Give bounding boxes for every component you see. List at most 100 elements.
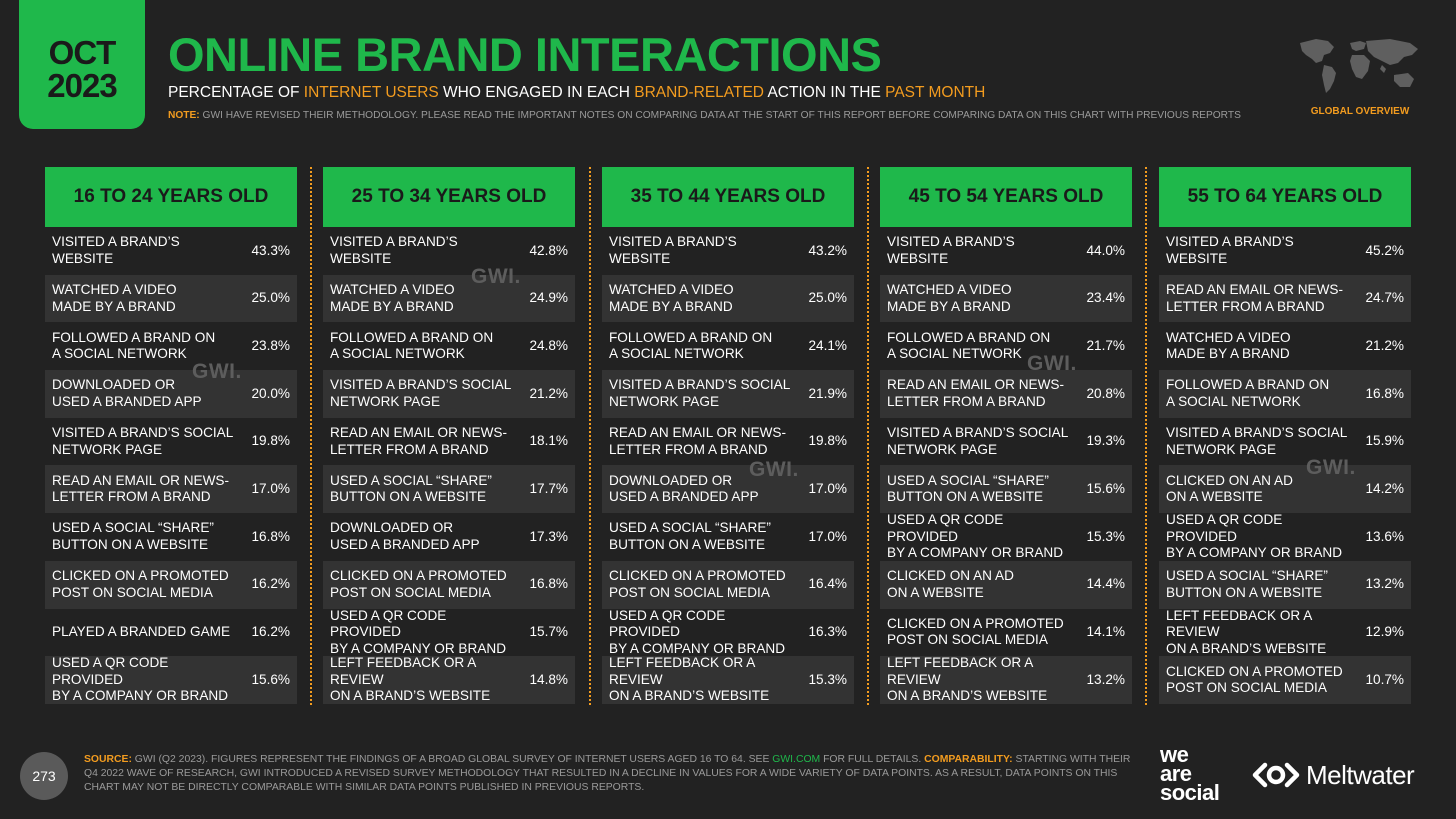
- table-row: DOWNLOADED OR USED A BRANDED APP 17.3%: [323, 513, 575, 561]
- action-label: VISITED A BRAND’S WEBSITE: [887, 234, 1015, 266]
- percentage-value: 21.2%: [529, 385, 568, 401]
- action-label: VISITED A BRAND’S SOCIAL NETWORK PAGE: [52, 425, 234, 457]
- percentage-value: 43.3%: [251, 242, 290, 258]
- action-label: VISITED A BRAND’S WEBSITE: [330, 234, 458, 266]
- action-label: CLICKED ON A PROMOTED POST ON SOCIAL MED…: [887, 615, 1064, 648]
- comparability-text: STARTING WITH THEIR Q4 2022 WAVE OF RESE…: [84, 754, 1131, 793]
- age-group-column: 35 TO 44 YEARS OLD VISITED A BRAND’S WEBS…: [602, 167, 854, 704]
- percentage-value: 24.1%: [808, 337, 847, 353]
- source-link[interactable]: GWI.COM: [772, 754, 821, 765]
- percentage-value: 14.8%: [529, 671, 568, 687]
- action-label: WATCHED A VIDEO MADE BY A BRAND: [52, 282, 177, 314]
- table-row: READ AN EMAIL OR NEWS- LETTER FROM A BRA…: [1159, 274, 1411, 323]
- action-label: USED A QR CODE PROVIDED BY A COMPANY OR …: [1166, 512, 1343, 561]
- table-row: VISITED A BRAND’S WEBSITE 43.3%: [45, 227, 297, 275]
- column-divider: [1145, 167, 1147, 705]
- methodology-note: NOTE: GWI HAVE REVISED THEIR METHODOLOGY…: [168, 110, 1241, 121]
- date-year: 2023: [47, 66, 117, 104]
- table-row: WATCHED A VIDEO MADE BY A BRAND 23.4%: [880, 274, 1132, 323]
- action-label: FOLLOWED A BRAND ON A SOCIAL NETWORK: [887, 329, 1051, 362]
- table-row: WATCHED A VIDEO MADE BY A BRAND 25.0%: [45, 274, 297, 323]
- table-row: USED A QR CODE PROVIDED BY A COMPANY OR …: [323, 607, 575, 657]
- subtitle-highlight: PAST MONTH: [885, 84, 986, 101]
- percentage-value: 10.7%: [1365, 671, 1404, 687]
- subtitle-part: PERCENTAGE OF: [168, 84, 304, 101]
- action-label: USED A QR CODE PROVIDED BY A COMPANY OR …: [52, 655, 229, 704]
- table-row: VISITED A BRAND’S WEBSITE 42.8%: [323, 227, 575, 275]
- we-are-social-logo: we are social: [1160, 744, 1220, 804]
- percentage-value: 16.2%: [251, 576, 290, 592]
- percentage-value: 13.2%: [1365, 576, 1404, 592]
- action-label: VISITED A BRAND’S WEBSITE: [1166, 234, 1294, 266]
- source-note: SOURCE: GWI (Q2 2023). FIGURES REPRESENT…: [84, 753, 1134, 795]
- action-label: FOLLOWED A BRAND ON A SOCIAL NETWORK: [330, 329, 494, 362]
- table-row: PLAYED A BRANDED GAME 16.2%: [45, 609, 297, 657]
- table-row: USED A SOCIAL “SHARE” BUTTON ON A WEBSIT…: [880, 465, 1132, 514]
- action-label: READ AN EMAIL OR NEWS- LETTER FROM A BRA…: [887, 377, 1064, 409]
- percentage-value: 21.2%: [1365, 337, 1404, 353]
- table-row: WATCHED A VIDEO MADE BY A BRAND 24.9%: [323, 274, 575, 323]
- action-label: CLICKED ON AN AD ON A WEBSITE: [1166, 472, 1293, 505]
- action-label: CLICKED ON A PROMOTED POST ON SOCIAL MED…: [330, 568, 507, 600]
- table-row: FOLLOWED A BRAND ON A SOCIAL NETWORK 24.8…: [323, 322, 575, 370]
- column-header: 16 TO 24 YEARS OLD: [45, 167, 297, 227]
- table-row: LEFT FEEDBACK OR A REVIEW ON A BRAND’S W…: [1159, 608, 1411, 657]
- percentage-value: 17.0%: [808, 481, 847, 497]
- percentage-value: 16.8%: [1365, 385, 1404, 401]
- note-text: GWI HAVE REVISED THEIR METHODOLOGY. PLEA…: [199, 110, 1241, 121]
- percentage-value: 16.8%: [529, 576, 568, 592]
- action-label: READ AN EMAIL OR NEWS- LETTER FROM A BRA…: [1166, 282, 1343, 314]
- percentage-value: 13.6%: [1365, 528, 1404, 544]
- percentage-value: 20.0%: [251, 385, 290, 401]
- action-label: USED A QR CODE PROVIDED BY A COMPANY OR …: [609, 607, 786, 656]
- action-label: FOLLOWED A BRAND ON A SOCIAL NETWORK: [609, 329, 773, 362]
- action-label: USED A QR CODE PROVIDED BY A COMPANY OR …: [330, 607, 507, 656]
- source-text: GWI (Q2 2023). FIGURES REPRESENT THE FIN…: [131, 754, 773, 765]
- table-row: FOLLOWED A BRAND ON A SOCIAL NETWORK 21.7…: [880, 322, 1132, 370]
- action-label: WATCHED A VIDEO MADE BY A BRAND: [609, 282, 734, 314]
- meltwater-mark-icon: [1252, 762, 1300, 788]
- action-label: USED A SOCIAL “SHARE” BUTTON ON A WEBSIT…: [887, 472, 1049, 505]
- action-label: READ AN EMAIL OR NEWS- LETTER FROM A BRA…: [330, 425, 507, 457]
- table-row: VISITED A BRAND’S SOCIAL NETWORK PAGE 19.…: [880, 418, 1132, 466]
- action-label: WATCHED A VIDEO MADE BY A BRAND: [1166, 329, 1291, 362]
- action-label: CLICKED ON A PROMOTED POST ON SOCIAL MED…: [609, 568, 786, 600]
- subtitle-highlight: BRAND-RELATED: [634, 84, 764, 101]
- table-row: LEFT FEEDBACK OR A REVIEW ON A BRAND’S W…: [880, 655, 1132, 704]
- action-label: DOWNLOADED OR USED A BRANDED APP: [330, 520, 480, 552]
- percentage-value: 17.7%: [529, 481, 568, 497]
- table-row: VISITED A BRAND’S SOCIAL NETWORK PAGE 21.…: [323, 370, 575, 418]
- table-row: CLICKED ON AN AD ON A WEBSITE 14.4%: [880, 560, 1132, 609]
- table-row: DOWNLOADED OR USED A BRANDED APP 20.0%: [45, 370, 297, 418]
- age-group-column: 25 TO 34 YEARS OLD VISITED A BRAND’S WEBS…: [323, 167, 575, 704]
- percentage-value: 17.0%: [251, 481, 290, 497]
- action-label: VISITED A BRAND’S WEBSITE: [52, 234, 180, 266]
- table-row: VISITED A BRAND’S WEBSITE 43.2%: [602, 227, 854, 275]
- percentage-value: 14.2%: [1365, 481, 1404, 497]
- percentage-value: 15.3%: [808, 671, 847, 687]
- table-row: LEFT FEEDBACK OR A REVIEW ON A BRAND’S W…: [323, 655, 575, 704]
- action-label: VISITED A BRAND’S SOCIAL NETWORK PAGE: [330, 377, 512, 409]
- table-row: VISITED A BRAND’S WEBSITE 45.2%: [1159, 227, 1411, 275]
- table-row: VISITED A BRAND’S WEBSITE 44.0%: [880, 227, 1132, 275]
- action-label: LEFT FEEDBACK OR A REVIEW ON A BRAND’S W…: [887, 655, 1048, 704]
- percentage-value: 12.9%: [1365, 624, 1404, 640]
- table-row: USED A QR CODE PROVIDED BY A COMPANY OR …: [880, 512, 1132, 561]
- action-label: READ AN EMAIL OR NEWS- LETTER FROM A BRA…: [609, 425, 786, 457]
- action-label: CLICKED ON A PROMOTED POST ON SOCIAL MED…: [1166, 663, 1343, 696]
- percentage-value: 15.6%: [1086, 481, 1125, 497]
- date-month: OCT: [48, 33, 117, 71]
- column-rows: VISITED A BRAND’S WEBSITE 43.3% WATCHED A …: [45, 227, 297, 704]
- action-label: USED A SOCIAL “SHARE” BUTTON ON A WEBSIT…: [330, 472, 492, 505]
- page-number: 273: [20, 752, 68, 800]
- action-label: READ AN EMAIL OR NEWS- LETTER FROM A BRA…: [52, 472, 229, 505]
- action-label: VISITED A BRAND’S SOCIAL NETWORK PAGE: [1166, 425, 1348, 457]
- column-header: 35 TO 44 YEARS OLD: [602, 167, 854, 227]
- table-row: READ AN EMAIL OR NEWS- LETTER FROM A BRA…: [45, 465, 297, 514]
- table-row: VISITED A BRAND’S SOCIAL NETWORK PAGE 15.…: [1159, 418, 1411, 466]
- meltwater-wordmark: Meltwater: [1306, 759, 1415, 790]
- percentage-value: 17.3%: [529, 528, 568, 544]
- percentage-value: 16.4%: [808, 576, 847, 592]
- table-row: USED A SOCIAL “SHARE” BUTTON ON A WEBSIT…: [323, 465, 575, 514]
- logo-line: are: [1160, 761, 1192, 786]
